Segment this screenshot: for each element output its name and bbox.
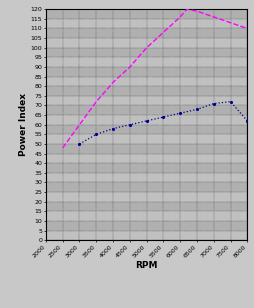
Bar bbox=[46, 221, 246, 231]
Bar bbox=[46, 105, 246, 115]
1275 bbox=[185, 7, 188, 11]
Bar bbox=[46, 154, 246, 163]
1275 bbox=[111, 80, 114, 84]
Group N bbox=[111, 127, 114, 131]
Y-axis label: Power Index: Power Index bbox=[19, 93, 28, 156]
Bar bbox=[46, 28, 246, 38]
Line: 1275: 1275 bbox=[62, 9, 246, 148]
1275 bbox=[228, 21, 231, 25]
X-axis label: RPM: RPM bbox=[135, 261, 157, 270]
Bar bbox=[46, 115, 246, 125]
Group N bbox=[245, 119, 248, 123]
Bar bbox=[46, 144, 246, 154]
1275 bbox=[94, 100, 98, 103]
Group N bbox=[178, 111, 181, 115]
Line: Group N: Group N bbox=[77, 100, 248, 146]
Bar bbox=[46, 38, 246, 48]
Bar bbox=[46, 163, 246, 173]
Bar bbox=[46, 202, 246, 211]
Bar bbox=[46, 231, 246, 240]
Bar bbox=[46, 19, 246, 28]
Bar bbox=[46, 173, 246, 182]
Group N bbox=[228, 100, 231, 103]
1275 bbox=[61, 146, 64, 150]
Group N bbox=[211, 102, 214, 105]
1275 bbox=[78, 123, 81, 127]
Group N bbox=[195, 107, 198, 111]
Bar bbox=[46, 134, 246, 144]
Bar bbox=[46, 182, 246, 192]
Group N bbox=[161, 115, 164, 119]
Bar bbox=[46, 57, 246, 67]
Bar bbox=[46, 86, 246, 96]
1275 bbox=[145, 46, 148, 50]
1275 bbox=[178, 15, 181, 19]
Bar bbox=[46, 9, 246, 19]
Bar bbox=[46, 77, 246, 86]
Bar bbox=[46, 211, 246, 221]
Group N bbox=[78, 142, 81, 146]
1275 bbox=[211, 15, 214, 19]
Bar bbox=[46, 48, 246, 57]
Group N bbox=[145, 119, 148, 123]
1275 bbox=[245, 26, 248, 30]
Group N bbox=[128, 123, 131, 127]
Bar bbox=[46, 192, 246, 202]
1275 bbox=[195, 9, 198, 13]
Bar bbox=[46, 125, 246, 134]
Group N bbox=[94, 132, 98, 136]
1275 bbox=[128, 65, 131, 69]
Bar bbox=[46, 96, 246, 105]
Bar bbox=[46, 67, 246, 77]
1275 bbox=[161, 30, 164, 34]
